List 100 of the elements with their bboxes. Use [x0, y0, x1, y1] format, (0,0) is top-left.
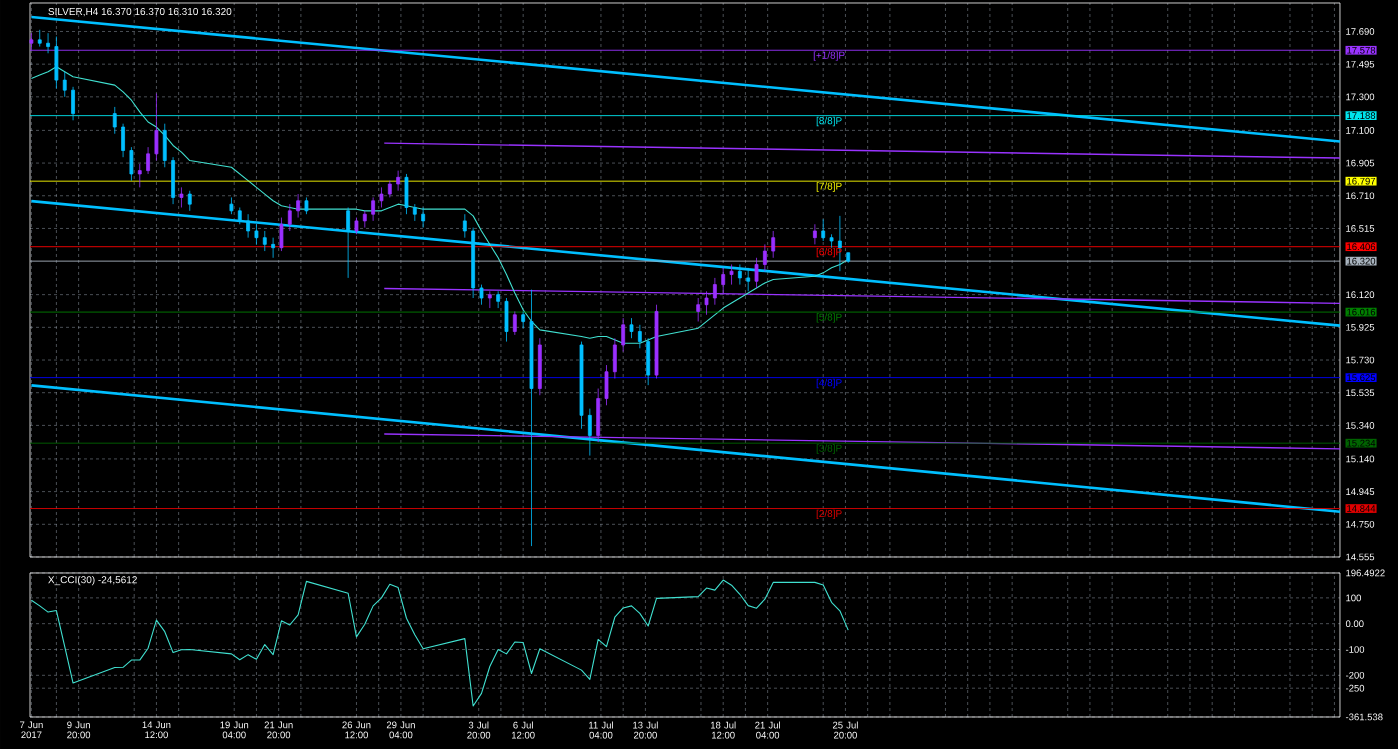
- candlestick: [396, 170, 401, 192]
- candlestick: [187, 190, 192, 212]
- y-tick-label: 14.945: [1346, 488, 1375, 495]
- candlestick: [762, 243, 767, 272]
- candlestick: [729, 264, 734, 285]
- y-tick-label: 16.016: [1347, 308, 1376, 316]
- y-tick-label: 17.578: [1347, 46, 1376, 54]
- y-tick-label: 15.535: [1346, 389, 1375, 397]
- x-tick-label: 25 Jul 20:00: [832, 721, 858, 739]
- candlestick: [229, 197, 234, 215]
- x-tick-label: 9 Jun 20:00: [67, 721, 91, 739]
- candlestick: [121, 123, 125, 158]
- y-tick-label: 16.797: [1347, 177, 1376, 185]
- candlestick: [537, 337, 542, 396]
- candlestick: [621, 317, 626, 353]
- candlestick: [296, 193, 301, 218]
- candlestick: [362, 210, 367, 228]
- ref-line-label: [2/8]P: [816, 509, 842, 520]
- y-tick-label: 15.234: [1347, 439, 1376, 447]
- y-tick-label: 15.140: [1346, 455, 1375, 463]
- candlestick: [279, 217, 284, 252]
- candlestick: [512, 311, 517, 336]
- candlestick: [771, 230, 776, 259]
- y-tick-label: 17.495: [1346, 60, 1375, 68]
- x-tick-label: 21 Jun 20:00: [264, 721, 293, 739]
- candlestick: [354, 217, 359, 235]
- y-tick-label: 15.340: [1346, 422, 1375, 429]
- y-tick-label: 196.4922: [1346, 569, 1385, 577]
- candlestick: [246, 213, 251, 239]
- x-tick-label: 26 Jun 12:00: [342, 721, 371, 739]
- candlestick: [496, 290, 501, 309]
- y-tick-label: 14.750: [1346, 520, 1375, 528]
- candlestick: [262, 230, 267, 252]
- candlestick: [137, 163, 142, 188]
- y-tick-label: 16.905: [1346, 159, 1375, 167]
- candlestick: [237, 207, 242, 225]
- candlestick: [521, 311, 526, 329]
- y-tick-label: 100: [1346, 594, 1361, 602]
- candlestick: [112, 106, 117, 135]
- ref-line-label: [3/8]P: [816, 444, 842, 454]
- candlestick: [646, 337, 651, 386]
- candlestick: [821, 218, 826, 242]
- candlestick: [54, 36, 59, 89]
- y-tick-label: 16.515: [1346, 225, 1375, 232]
- y-tick-label: 17.300: [1346, 93, 1375, 101]
- y-tick-label: 14.555: [1346, 553, 1375, 561]
- candlestick: [346, 207, 351, 279]
- candlestick: [812, 223, 817, 245]
- candlestick: [421, 207, 426, 228]
- candlestick: [579, 341, 584, 430]
- candlestick: [829, 233, 834, 249]
- y-tick-label: 16.120: [1346, 291, 1375, 299]
- candlestick: [387, 180, 392, 198]
- y-tick-label: 16.320: [1347, 257, 1376, 265]
- candlestick: [587, 408, 592, 456]
- y-tick-label: 16.710: [1346, 192, 1375, 200]
- y-tick-label: 17.690: [1346, 28, 1375, 35]
- candlestick: [271, 237, 276, 259]
- candlestick: [254, 223, 259, 245]
- x-tick-label: 11 Jul 04:00: [589, 721, 613, 739]
- chart-title: X_CCI(30) -24,5612: [48, 575, 137, 586]
- candlestick: [746, 267, 751, 292]
- candlestick: [162, 123, 167, 168]
- y-tick-label: -100: [1345, 646, 1365, 653]
- x-tick-label: 7 Jun 2017: [20, 721, 43, 739]
- candlestick: [304, 197, 309, 215]
- candlestick: [287, 203, 292, 232]
- x-tick-label: 3 Jul 20:00: [467, 721, 491, 739]
- y-tick-label: 0.00: [1345, 620, 1364, 628]
- candlestick: [71, 86, 75, 121]
- x-tick-label: 6 Jul 12:00: [512, 721, 535, 739]
- ref-line-label: [5/8]P: [816, 313, 842, 323]
- candlestick: [629, 317, 634, 339]
- candlestick: [479, 284, 484, 306]
- candlestick: [379, 186, 384, 208]
- candlestick: [462, 213, 467, 239]
- y-tick-label: 15.625: [1347, 374, 1376, 381]
- chart-title: SILVER,H4 16.370 16.370 16.310 16.320: [48, 7, 232, 17]
- candlestick: [146, 146, 150, 175]
- candlestick: [37, 29, 42, 47]
- candlestick: [604, 364, 609, 406]
- candlestick: [637, 324, 642, 349]
- ref-line-label: [8/8]P: [816, 116, 842, 127]
- candlestick: [371, 197, 376, 222]
- y-tick-label: -361.538: [1345, 713, 1383, 721]
- candlestick: [179, 186, 184, 208]
- x-tick-label: 18 Jul 12:00: [710, 721, 736, 739]
- ref-line-label: [+1/8]P: [813, 51, 845, 61]
- x-tick-label: 14 Jun 12:00: [142, 721, 171, 739]
- candlestick: [171, 156, 175, 205]
- candlestick: [62, 71, 67, 98]
- y-tick-label: 17.188: [1347, 112, 1376, 119]
- candlestick: [846, 252, 851, 264]
- x-tick-label: 19 Jun 04:00: [220, 721, 249, 739]
- ref-line-label: [4/8]P: [816, 378, 842, 389]
- x-tick-label: 29 Jun 04:00: [386, 721, 415, 739]
- y-tick-label: 17.100: [1346, 127, 1375, 134]
- candlestick: [471, 227, 476, 299]
- candlestick: [129, 146, 134, 182]
- x-tick-label: 13 Jul 20:00: [633, 721, 658, 739]
